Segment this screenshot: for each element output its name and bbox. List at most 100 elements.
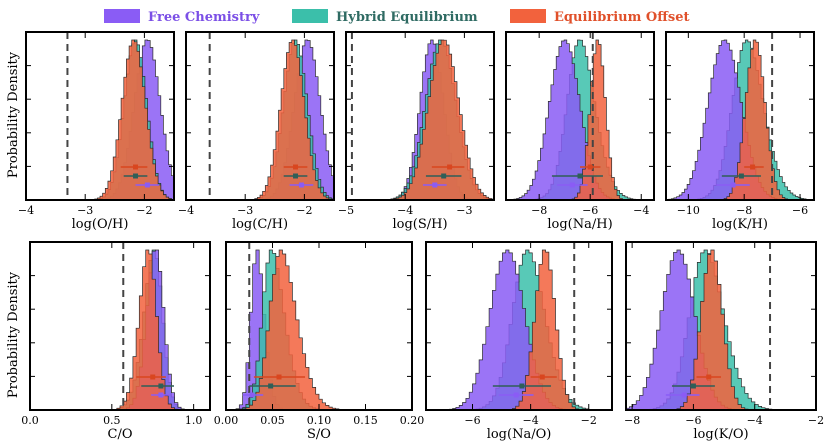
errorbar-offset-SO [253,374,306,380]
axes-frame-logSH [345,31,495,201]
tick-label: 0.0 [21,414,39,427]
panel-logCH: −4 −3 −2 log(C/H) [178,31,335,232]
errorbar-free-CO [151,392,171,398]
errorbar-free-logKH [716,182,750,188]
errorbar-free-logSH [422,182,447,188]
tick-label: −8 [736,204,752,217]
tick-label: 0.00 [214,414,239,427]
errorbar-hybrid-CO [141,383,174,389]
xlabel-SO: S/O [307,427,331,442]
ylabel-top: Probability Density [6,51,21,178]
tick-label: −10 [677,204,700,217]
tick-label: −4 [397,204,413,217]
errorbar-offset-logKO [696,374,721,380]
panel-logKO: −8 −6 −4 −2 log(K/O) [624,241,824,442]
tick-label: −2 [136,204,152,217]
errorbar-free-SO [242,392,264,398]
legend-swatch-free [104,9,140,23]
errorbar-hybrid-logNaH [551,173,603,179]
legend-label-offset: Equilibrium Offset [554,10,689,25]
ylabel-bottom: Probability Density [6,271,21,398]
xlabel-logCH: log(C/H) [232,217,288,232]
errorbar-hybrid-logSH [425,173,462,179]
tick-label: 0.10 [307,414,332,427]
errorbar-offset-logSH [431,164,465,170]
errorbar-offset-logOH [120,164,148,170]
tick-label: −2 [808,414,824,427]
tick-label: −8 [531,204,547,217]
errorbar-hybrid-logNaO [492,383,551,389]
errorbar-offset-logCH [283,164,308,170]
panel-logNaH: −8 −6 −4 log(Na/H) [505,31,655,232]
hist-offset-CO [30,249,210,410]
errorbar-offset-logKH [744,164,764,170]
xlabel-logOH: log(O/H) [72,217,129,232]
errorbar-free-logKO [665,392,700,398]
panel-SO: 0.00 0.05 0.10 0.15 0.20 S/O [214,241,425,442]
errorbar-free-logNaO [498,392,534,398]
errorbar-hybrid-logCH [283,173,308,179]
errorbar-hybrid-SO [249,383,296,389]
hist-offset-logOH [26,39,174,200]
errorbar-hybrid-logKH [721,173,761,179]
panel-logSH: −5 −4 −3 log(S/H) [338,31,495,232]
axes-frame-logNaH [505,31,655,201]
axes-frame-logCH [185,31,335,201]
tick-label: −4 [18,204,34,217]
xlabel-logSH: log(S/H) [392,217,447,232]
tick-label: 0.5 [103,414,121,427]
panel-logNaO: −6 −4 −2 log(Na/O) [425,241,613,442]
hist-offset-SO [226,249,412,410]
errorbar-offset-logNaH [580,164,601,170]
xlabel-logKH: log(K/H) [712,217,768,232]
errorbar-free-logOH [135,182,160,188]
legend-label-free: Free Chemistry [148,10,260,25]
xlabel-logNaH: log(Na/H) [547,217,612,232]
errorbar-offset-CO [136,374,166,380]
legend-label-hybrid: Hybrid Equilibrium [336,10,478,25]
panel-logOH: −4 −3 −2 log(O/H) [18,31,175,232]
panel-CO: 0.0 0.5 1.0 C/O [21,241,211,442]
axes-frame-logKO [625,241,817,411]
tick-label: −8 [624,414,640,427]
axes-frame-logNaO [425,241,613,411]
tick-label: −6 [685,414,701,427]
tick-label: −4 [747,414,763,427]
tick-label: 1.0 [185,414,203,427]
tick-label: −5 [338,204,354,217]
xlabel-CO: C/O [108,427,133,442]
hist-free-CO [30,249,210,410]
legend-swatch-offset [510,9,546,23]
hist-offset-logCH [186,39,334,200]
tick-label: 0.15 [353,414,378,427]
errorbar-free-logCH [289,182,314,188]
tick-label: −2 [581,414,597,427]
tick-label: −6 [582,204,598,217]
tick-label: −6 [792,204,808,217]
tick-label: −4 [523,414,539,427]
tick-label: −3 [456,204,472,217]
axes-frame-logKH [665,31,815,201]
errorbar-offset-logNaO [530,374,557,380]
svg-text:Probability Density: Probability Density [6,271,21,398]
panel-logKH: −10 −8 −6 log(K/H) [665,31,815,232]
errorbar-free-logNaH [557,182,588,188]
xlabel-logNaO: log(Na/O) [487,427,552,442]
tick-label: 0.05 [260,414,285,427]
tick-label: 0.20 [400,414,425,427]
tick-label: −4 [633,204,649,217]
tick-label: −3 [77,204,93,217]
svg-text:Probability Density: Probability Density [6,51,21,178]
tick-label: −2 [296,204,312,217]
legend-swatch-hybrid [292,9,328,23]
axes-frame-logOH [25,31,175,201]
tick-label: −4 [178,204,194,217]
tick-label: −3 [237,204,253,217]
errorbar-hybrid-logKO [671,383,715,389]
axes-frame-CO [29,241,211,411]
hist-hybrid-CO [30,249,210,410]
xlabel-logKO: log(K/O) [693,427,748,442]
tick-label: −6 [464,414,480,427]
errorbar-hybrid-logOH [123,173,148,179]
